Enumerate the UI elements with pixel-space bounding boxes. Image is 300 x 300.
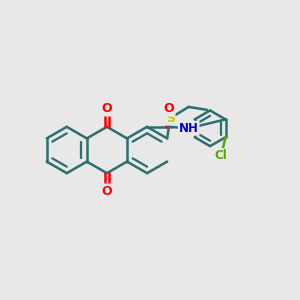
Text: O: O — [163, 103, 174, 116]
Text: S: S — [166, 112, 175, 125]
Text: O: O — [102, 184, 112, 197]
Text: O: O — [102, 103, 112, 116]
Text: NH: NH — [179, 122, 199, 135]
Text: Cl: Cl — [215, 149, 227, 162]
